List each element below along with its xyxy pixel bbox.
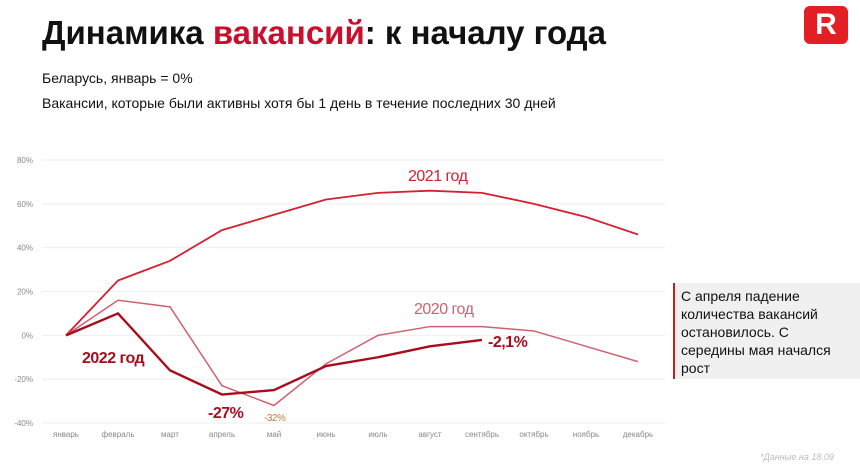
page-title: Динамика вакансий: к началу года <box>42 14 606 52</box>
chart-annotation: 2022 год <box>82 350 145 367</box>
x-tick-label: январь <box>53 430 79 439</box>
title-part: Динамика <box>42 14 213 51</box>
y-tick-label: 0% <box>21 331 33 340</box>
subtitle: Беларусь, январь = 0% <box>42 70 193 86</box>
x-tick-label: март <box>161 430 179 439</box>
x-tick-label: август <box>418 430 442 439</box>
footnote: *Данные на 18.09 <box>760 452 834 462</box>
series-line-2020 <box>65 299 639 407</box>
x-tick-label: февраль <box>101 430 134 439</box>
series-line-2021 <box>65 189 639 336</box>
y-tick-label: 80% <box>17 156 33 165</box>
y-tick-label: 40% <box>17 244 33 253</box>
chart-annotation: -2,1% <box>488 334 528 351</box>
chart-annotation: 2020 год <box>414 301 475 318</box>
title-accent: вакансий <box>212 14 365 51</box>
x-tick-label: апрель <box>209 430 235 439</box>
x-tick-label: сентябрь <box>465 430 499 439</box>
chart-annotation: -32% <box>264 413 286 424</box>
y-tick-label: -20% <box>14 375 33 384</box>
subtitle: Вакансии, которые были активны хотя бы 1… <box>42 95 556 111</box>
title-part: : к началу года <box>364 14 606 51</box>
x-tick-label: ноябрь <box>573 430 599 439</box>
brand-logo: R <box>804 6 848 44</box>
chart-annotation: 2021 год <box>408 168 469 185</box>
y-tick-label: 60% <box>17 200 33 209</box>
y-tick-label: -40% <box>14 419 33 428</box>
chart-annotation: -27% <box>208 405 244 422</box>
x-tick-label: май <box>267 430 281 439</box>
y-tick-label: 20% <box>17 288 33 297</box>
x-tick-label: июль <box>368 430 387 439</box>
x-tick-label: октябрь <box>519 430 548 439</box>
note-box: С апреля падение количества вакансий ост… <box>673 283 860 379</box>
x-tick-label: декабрь <box>623 430 653 439</box>
x-tick-label: июнь <box>316 430 335 439</box>
